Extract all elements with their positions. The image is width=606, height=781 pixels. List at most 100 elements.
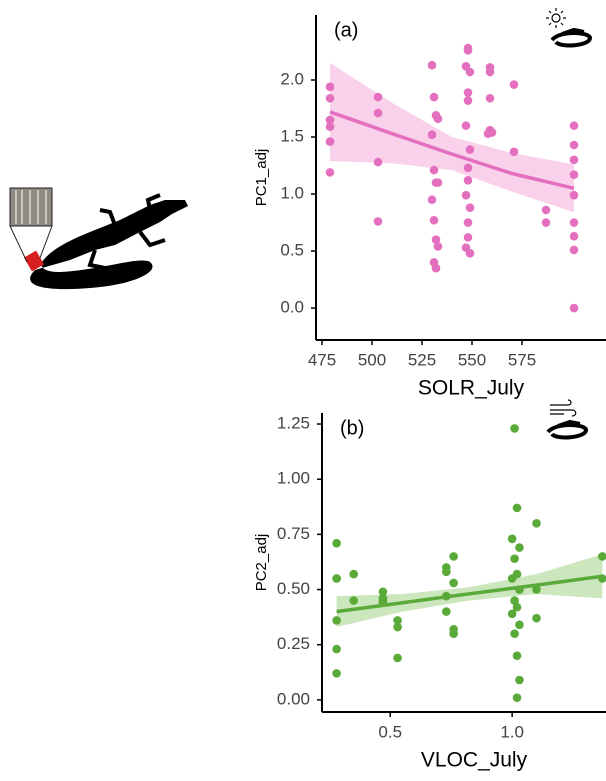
point (429, 165, 439, 175)
point (373, 92, 383, 102)
point (373, 157, 383, 167)
y-tick-label: 1.25 (277, 414, 310, 433)
point (512, 602, 522, 612)
point (515, 675, 524, 685)
point (598, 552, 606, 561)
y-tick-label: 0.25 (277, 634, 310, 653)
point (325, 93, 335, 103)
x-tick-label: 525 (408, 350, 436, 369)
point (532, 613, 541, 623)
point (465, 203, 475, 213)
x-tick-label: 550 (458, 350, 486, 369)
y-tick-label: 1.0 (280, 184, 304, 203)
y-tick-label: 0.50 (277, 579, 310, 598)
point (433, 242, 443, 251)
point (569, 121, 579, 130)
point (512, 651, 522, 661)
y-tick-label: 2.0 (280, 69, 304, 88)
point (463, 163, 473, 173)
point (569, 245, 579, 255)
point (349, 596, 358, 605)
point (507, 574, 517, 583)
lizard-illustration (9, 187, 189, 290)
point (332, 669, 341, 678)
y-tick-label: 0.75 (277, 524, 310, 543)
point (541, 205, 551, 215)
point (442, 567, 451, 577)
x-axis-title: VLOC_July (421, 749, 528, 772)
point (461, 190, 471, 200)
point (463, 43, 473, 53)
point (393, 616, 402, 625)
point (332, 644, 341, 654)
point (373, 217, 383, 226)
point (509, 147, 519, 157)
point (433, 178, 443, 187)
point (325, 168, 335, 177)
point (332, 538, 341, 548)
point (465, 249, 475, 258)
point (485, 93, 495, 103)
point (515, 620, 524, 630)
point (510, 554, 519, 563)
y-tick-label: 1.5 (280, 127, 304, 146)
sun-icon (546, 8, 593, 48)
y-tick-label: 0.0 (280, 298, 304, 317)
point (569, 231, 579, 241)
point (510, 424, 519, 433)
fit-line (329, 110, 575, 191)
point (507, 609, 517, 619)
y-tick-label: 1.00 (277, 469, 310, 488)
point (569, 303, 579, 313)
point (332, 574, 341, 583)
fit-line (336, 574, 603, 614)
point (465, 145, 475, 154)
point (510, 596, 519, 605)
x-tick-label: 500 (358, 350, 386, 369)
point (429, 92, 439, 102)
point (461, 121, 471, 130)
point (449, 552, 458, 561)
point (569, 218, 579, 227)
x-tick-label: 1.0 (500, 722, 524, 741)
point (325, 115, 335, 125)
point (512, 693, 522, 702)
x-tick-label: 0.5 (378, 722, 402, 741)
x-tick-label: 575 (508, 350, 536, 369)
y-axis-title: PC2_adj (253, 534, 270, 592)
x-axis-title: SOLR_July (418, 377, 525, 400)
point (332, 616, 341, 625)
point (431, 235, 441, 244)
point (483, 129, 493, 138)
point (349, 569, 358, 579)
point (569, 155, 579, 165)
point (463, 176, 473, 185)
point (427, 60, 437, 70)
point (515, 543, 524, 552)
point (373, 108, 383, 118)
point (485, 67, 495, 77)
point (325, 122, 335, 132)
y-tick-label: 0.00 (277, 689, 310, 708)
y-tick-label: 0.5 (280, 241, 304, 260)
point (427, 130, 437, 140)
point (325, 82, 335, 92)
point (463, 88, 473, 97)
y-axis-title: PC1_adj (253, 149, 270, 207)
point (393, 622, 402, 632)
panel-label: (a) (334, 19, 358, 41)
point (449, 629, 458, 638)
point (429, 215, 439, 225)
point (433, 114, 443, 124)
point (509, 80, 519, 89)
x-tick-label: 475 (308, 350, 336, 369)
point (393, 653, 402, 663)
point (512, 503, 522, 513)
point (569, 190, 579, 200)
point (431, 263, 441, 273)
point (541, 218, 551, 227)
point (507, 534, 517, 544)
point (569, 170, 579, 179)
